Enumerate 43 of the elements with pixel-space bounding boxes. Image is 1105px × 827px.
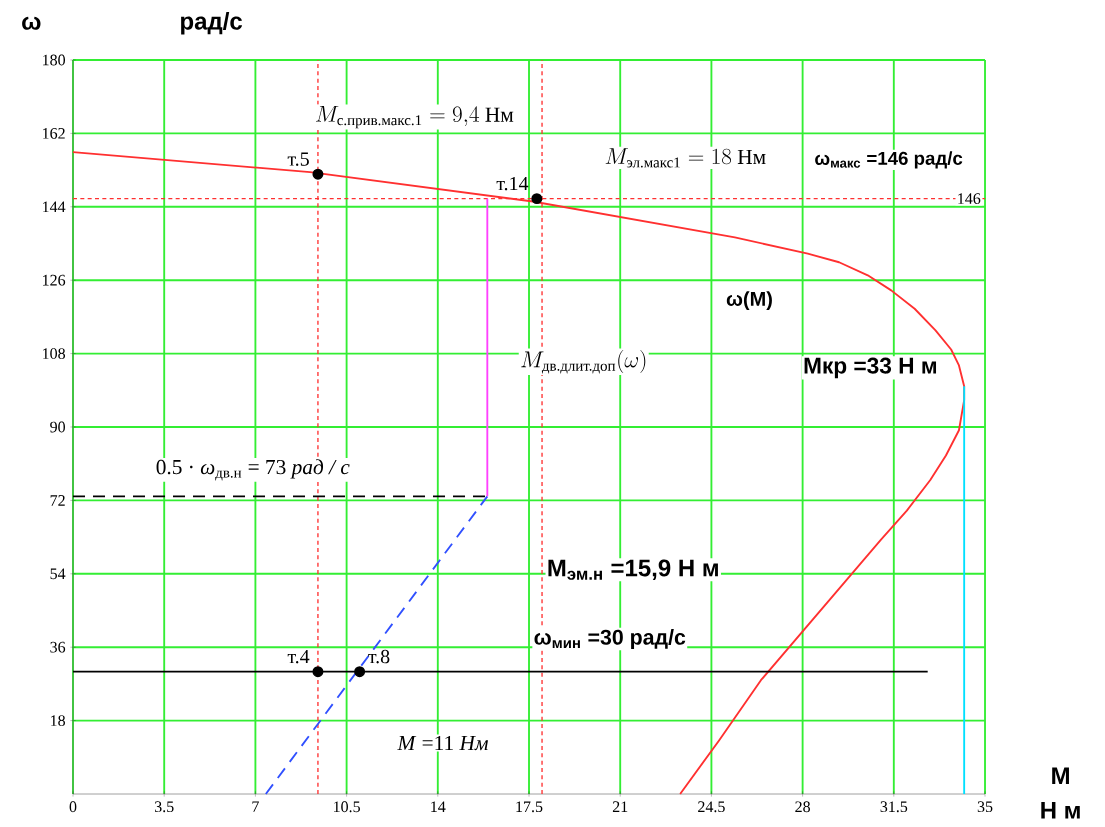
x-tick-label: 14 <box>431 801 446 812</box>
x-tick-label: 28 <box>795 801 810 813</box>
annotation: $M_{\text{с.прив.макс.1}} = 9{,}4\ \text{Нм}$ <box>316 105 514 129</box>
y-tick-label: 162 <box>43 128 65 139</box>
annotation: т.4 <box>287 649 310 664</box>
y-tick-label: 90 <box>50 421 65 433</box>
ref-line-label: 146 <box>958 193 981 204</box>
annotation: $M_{\text{эл.макс1}} = 18\ \text{Нм}$ <box>605 148 766 168</box>
x-tick-label: 0 <box>69 801 77 813</box>
y-tick-label: 144 <box>43 201 66 213</box>
point <box>354 666 366 678</box>
annotation: т.8 <box>368 649 390 664</box>
annotation: М$_{эм.н}$ =15,9 Н м <box>548 559 718 580</box>
annotation: Мкр =33 Н м <box>804 357 937 379</box>
series-label: 0.5 · ω$_{дв.н}$ = 73 рад / с <box>156 459 350 481</box>
point <box>312 666 324 678</box>
y-tick-label: 180 <box>43 54 65 66</box>
x-tick-label: 35 <box>977 801 993 813</box>
y-tick-label: 36 <box>50 641 66 653</box>
y-tick-label: 18 <box>51 715 65 726</box>
x-tick-label: 17.5 <box>516 801 543 813</box>
annotation: M =11 Нм <box>397 735 488 751</box>
text: Н м <box>1041 802 1080 819</box>
point <box>312 168 324 180</box>
x-tick-label: 7 <box>252 801 259 812</box>
x-tick-label: 21 <box>612 801 628 812</box>
y-tick-label: 126 <box>43 274 66 286</box>
x-tick-label: 3.5 <box>154 801 174 813</box>
annotation: ω$_{макс}$ =146 рад/с <box>815 151 963 169</box>
annotation: т.5 <box>287 152 309 166</box>
x-tick-label: 10.5 <box>334 801 360 813</box>
series-label: ω$_{мин}$ =30 рад/с <box>534 629 686 649</box>
x-axis-title: M <box>1052 767 1069 784</box>
y-tick-label: 108 <box>43 348 65 359</box>
y-tick-label: 54 <box>50 568 66 580</box>
point <box>531 193 543 205</box>
text: ω(M) <box>726 291 772 310</box>
text: $M_{\text{дв.длит.доп}}(\omega)$ <box>521 349 646 374</box>
x-tick-label: 31.5 <box>880 801 908 813</box>
x-tick-label: 24.5 <box>698 801 725 813</box>
y-tick-label: 72 <box>50 495 65 506</box>
y-axis-title: ω <box>22 16 41 30</box>
text: рад/с <box>181 12 243 35</box>
